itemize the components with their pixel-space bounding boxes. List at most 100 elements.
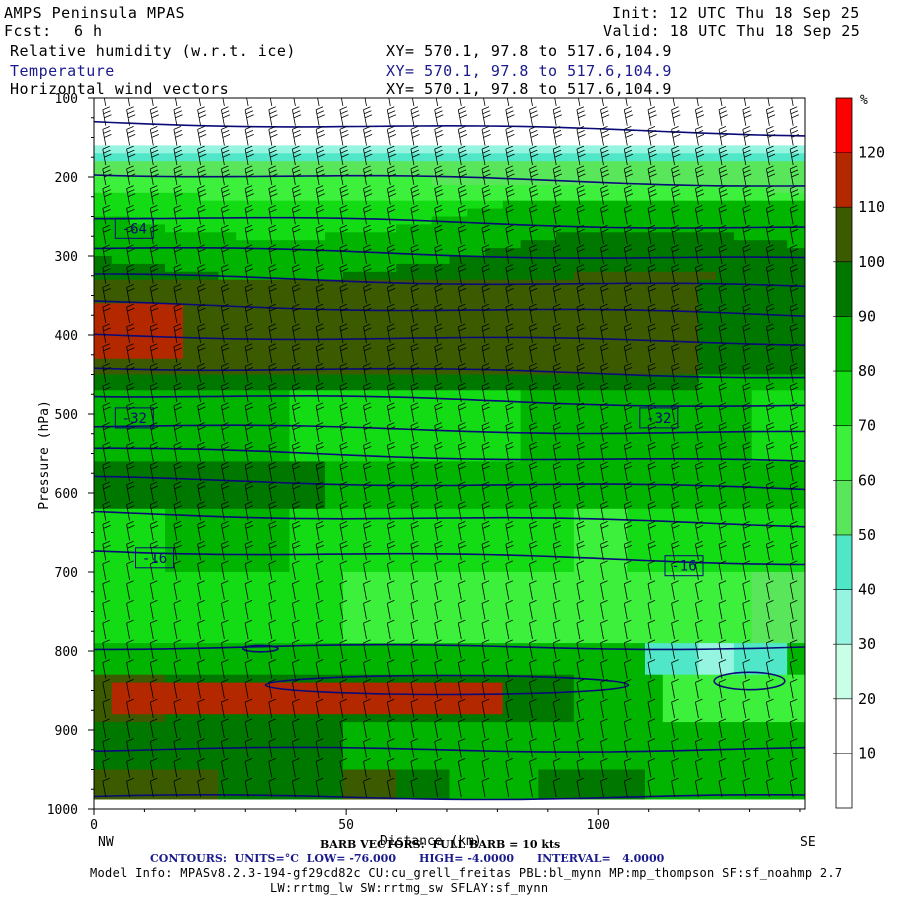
rh-cell — [254, 611, 273, 620]
rh-cell — [609, 303, 628, 312]
rh-cell — [396, 477, 415, 486]
rh-cell — [289, 737, 308, 747]
rh-cell — [200, 793, 219, 802]
wind-barb — [552, 402, 562, 422]
wind-barb — [481, 185, 491, 205]
rh-cell — [378, 477, 397, 486]
rh-cell — [165, 485, 184, 494]
rh-cell — [591, 477, 611, 486]
wind-barb — [173, 402, 182, 422]
rh-cell — [467, 603, 486, 613]
rh-cell — [431, 516, 451, 526]
rh-cell — [609, 477, 628, 486]
rh-cell — [520, 730, 539, 739]
rh-cell — [573, 137, 593, 146]
rh-cell — [645, 469, 664, 478]
rh-cell — [289, 635, 308, 644]
rh-cell — [94, 493, 113, 502]
rh-cell — [271, 635, 291, 644]
wind-barb — [623, 244, 633, 264]
rh-cell — [733, 587, 753, 597]
rh-cell — [573, 793, 593, 802]
rh-cell — [289, 587, 308, 597]
rh-cell — [147, 493, 166, 502]
rh-cell — [627, 319, 646, 328]
rh-cell — [485, 500, 504, 510]
isotherm-closed-contour — [241, 644, 279, 653]
rh-cell — [627, 595, 646, 605]
wind-barb — [292, 126, 302, 146]
rh-cell — [787, 153, 805, 162]
rh-cell — [342, 184, 362, 194]
rh-cell — [218, 658, 237, 668]
rh-cell — [431, 256, 451, 265]
rh-cell — [342, 611, 362, 620]
rh-cell — [182, 303, 202, 312]
rh-cell — [769, 706, 788, 715]
rh-cell — [645, 137, 664, 146]
rh-cell — [147, 240, 166, 249]
rh-cell — [787, 398, 805, 407]
rh-cell — [769, 271, 788, 281]
rh-cell — [360, 461, 379, 470]
wind-barb — [505, 126, 515, 146]
rh-cell — [485, 429, 504, 439]
rh-cell — [218, 184, 237, 194]
rh-cell — [325, 548, 344, 557]
rh-cell — [449, 153, 468, 162]
wind-barb — [221, 619, 229, 640]
wind-barb — [623, 224, 633, 245]
rh-cell — [716, 508, 735, 518]
rh-cell — [733, 793, 753, 802]
wind-barb — [149, 106, 159, 126]
rh-cell — [627, 177, 646, 186]
rh-cell — [645, 216, 664, 225]
rh-cell — [609, 761, 628, 771]
wind-barb — [339, 679, 348, 699]
wind-barb — [529, 481, 538, 501]
rh-cell — [520, 177, 539, 186]
rh-cell — [769, 690, 788, 699]
y-tick-label: 800 — [55, 645, 78, 660]
rh-cell — [467, 153, 486, 162]
wind-barb — [671, 106, 681, 126]
rh-cell — [573, 595, 593, 605]
wind-barb — [600, 777, 608, 798]
wind-barb — [197, 185, 207, 205]
wind-barb — [102, 698, 110, 719]
rh-cell — [449, 113, 468, 123]
wind-barb — [197, 758, 205, 778]
rh-cell — [591, 240, 611, 249]
rh-cell — [396, 105, 415, 115]
wind-barb — [718, 600, 727, 620]
wind-barb — [481, 264, 490, 284]
wind-barb — [505, 560, 513, 580]
contour-label-box — [114, 217, 154, 239]
rh-cell — [538, 453, 557, 462]
rh-cell — [751, 493, 771, 502]
rh-cell — [129, 113, 148, 123]
rh-cell — [271, 485, 291, 494]
rh-cell — [431, 611, 451, 620]
rh-cell — [200, 398, 219, 407]
rh-cell — [236, 785, 255, 794]
rh-cell — [147, 184, 166, 194]
rh-cell — [254, 390, 273, 399]
rh-cell — [129, 366, 148, 376]
rh-cell — [787, 295, 805, 304]
rh-cell — [787, 279, 805, 289]
rh-cell — [698, 398, 717, 407]
wind-barb — [268, 679, 276, 699]
wind-barb — [197, 402, 206, 422]
rh-cell — [182, 619, 202, 628]
rh-cell — [147, 382, 166, 391]
rh-cell — [627, 366, 646, 376]
rh-cell — [147, 564, 166, 573]
rh-cell — [147, 248, 166, 257]
rh-cell — [307, 429, 326, 439]
contour-label-box — [114, 407, 154, 429]
wind-barb — [789, 363, 799, 383]
rh-cell — [680, 651, 699, 660]
rh-cell — [396, 129, 415, 139]
rh-cell — [573, 666, 593, 676]
